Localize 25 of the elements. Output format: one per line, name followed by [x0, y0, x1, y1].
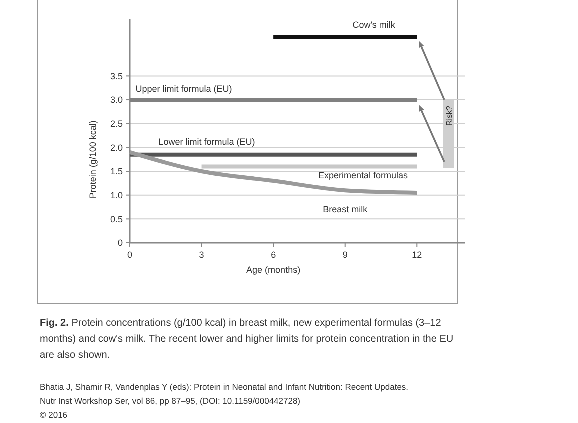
series-label: Breast milk [323, 204, 368, 215]
y-tick-label: 0.5 [110, 214, 123, 224]
y-axis-title: Protein (g/100 kcal) [88, 120, 98, 199]
y-tick-label: 1.0 [110, 190, 123, 200]
x-tick-label: 3 [199, 250, 204, 260]
y-tick-label: 3.0 [110, 95, 123, 106]
text: © 2016 [40, 409, 69, 422]
y-tick-label: 2.0 [110, 142, 123, 153]
annotation: Risk? [445, 105, 454, 126]
text: Bhatia J, Shamir R, Vandenplas Y (eds): Protein in Neonatal and Infant Nutrition: Recent Updates. [40, 381, 410, 394]
caption: Fig. 2. Protein concentrations (g/100 kcal) in breast milk, new experimental formulas (3–12 months) and cow's milk. The recent lower and higher limits for protein concentration in the EU are also shown. [40, 317, 455, 363]
series-label: Lower limit formula (EU) [158, 136, 256, 147]
x-tick-label: 0 [127, 250, 133, 260]
x-tick-label: 12 [412, 250, 422, 260]
legend-label: Upper limit formula (EU) [136, 84, 232, 94]
x-axis-title: Age (months) [246, 265, 301, 275]
y-tick-label: 3.5 [110, 71, 123, 82]
series-label: Experimental formulas [318, 170, 409, 181]
x-tick-label: 9 [342, 250, 348, 260]
y-tick-label: 1.5 [110, 166, 123, 177]
y-tick-label: 2.5 [110, 119, 123, 129]
x-tick-label: 6 [271, 250, 276, 260]
text: Nutr Inst Workshop Ser, vol 86, pp 87–95, (DOI: 10.1159/000442728) [40, 395, 302, 408]
series-label: Cow's milk [352, 20, 396, 30]
y-tick-label: 0 [118, 238, 123, 248]
